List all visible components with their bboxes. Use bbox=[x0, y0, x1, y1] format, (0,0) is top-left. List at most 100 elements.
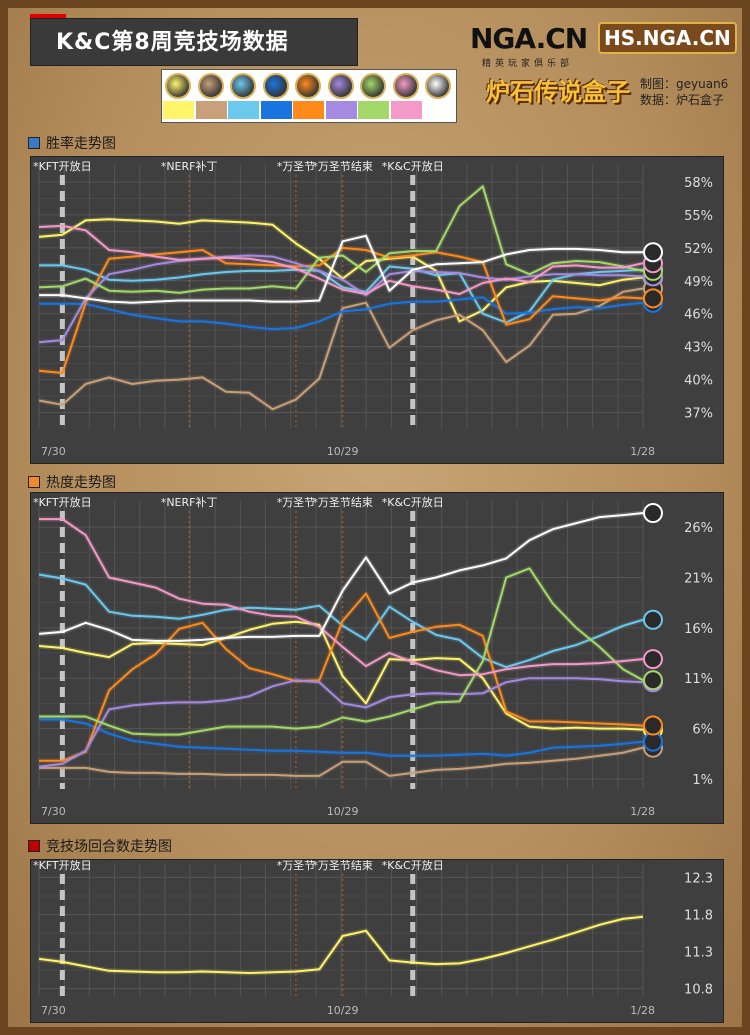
y-tick-label: 6% bbox=[692, 723, 713, 738]
priest-icon bbox=[327, 73, 354, 99]
x-tick-label: 7/30 bbox=[41, 445, 66, 458]
class-end-icon bbox=[643, 670, 663, 691]
class-end-icon bbox=[643, 242, 663, 263]
credit-source-label: 数据： bbox=[640, 93, 677, 107]
series-line bbox=[38, 185, 644, 294]
event-label: *KFT开放日 bbox=[33, 159, 92, 173]
y-tick-label: 16% bbox=[684, 622, 713, 637]
x-tick-label: 1/28 bbox=[630, 805, 655, 818]
rounds-section-title: 竞技场回合数走势图 bbox=[46, 839, 172, 855]
y-tick-label: 26% bbox=[684, 521, 713, 536]
legend-swatch bbox=[260, 101, 292, 119]
y-tick-label: 11% bbox=[684, 672, 713, 687]
series-line bbox=[38, 218, 644, 323]
class-end-icon bbox=[643, 715, 663, 736]
title-box bbox=[30, 18, 358, 66]
winrate-section-title: 胜率走势图 bbox=[46, 136, 116, 152]
series-line bbox=[38, 254, 644, 344]
class-end-icon bbox=[643, 609, 663, 630]
popularity-chart: 1% 6% 11% 16% 21% 26% 7/30 10/29 1/28 *KFT开放日 *NER… bbox=[33, 495, 713, 818]
y-tick-label: 43% bbox=[684, 341, 713, 356]
y-tick-label: 12.3 bbox=[684, 871, 713, 886]
nga-logo-subtitle: 精英玩家俱乐部 bbox=[482, 59, 574, 69]
x-tick-label: 7/30 bbox=[41, 1004, 66, 1017]
series-line bbox=[39, 718, 644, 757]
y-tick-label: 21% bbox=[684, 572, 713, 587]
y-tick-label: 58% bbox=[684, 176, 713, 191]
y-tick-label: 10.8 bbox=[684, 983, 713, 998]
rounds-chart-panel: 10.8 11.3 11.8 12.3 7/30 10/29 1/28 *KFT开放日 *万圣节… bbox=[30, 858, 724, 1023]
class-end-icon bbox=[643, 288, 663, 309]
series-line bbox=[39, 296, 644, 331]
legend-swatch bbox=[163, 101, 194, 119]
y-tick-label: 1% bbox=[692, 773, 713, 788]
legend-swatch bbox=[390, 101, 422, 119]
series-line bbox=[38, 573, 644, 669]
event-label: *KFT开放日 bbox=[33, 495, 92, 509]
class-legend bbox=[161, 69, 457, 123]
series-line bbox=[39, 264, 644, 324]
winrate-section-marker bbox=[28, 137, 40, 149]
popularity-chart-panel: 1% 6% 11% 16% 21% 26% 7/30 10/29 1/28 *KFT开放日 *NER… bbox=[30, 492, 724, 824]
legend-swatch bbox=[358, 101, 389, 119]
legend-swatch bbox=[293, 101, 324, 119]
popularity-section-marker bbox=[28, 476, 40, 488]
series-line bbox=[38, 620, 644, 731]
hearthstone-box-logo: 炉石传说盒子 bbox=[486, 78, 630, 106]
mage-icon bbox=[230, 73, 256, 99]
y-tick-label: 11.8 bbox=[684, 908, 713, 923]
series-line bbox=[38, 677, 644, 768]
x-tick-label: 10/29 bbox=[327, 1004, 359, 1017]
grid bbox=[38, 864, 644, 996]
event-label: *万圣节结束 bbox=[312, 496, 373, 509]
rogue-icon bbox=[197, 73, 224, 99]
x-tick-label: 7/30 bbox=[41, 805, 66, 818]
credits: 制图：geyuan6 数据：炉石盒子 bbox=[640, 76, 728, 108]
event-label: *KFT开放日 bbox=[33, 860, 92, 872]
warrior-icon bbox=[262, 73, 289, 99]
series-line bbox=[39, 746, 644, 777]
series-line bbox=[39, 518, 644, 677]
popularity-section-title: 热度走势图 bbox=[46, 475, 116, 491]
series-line bbox=[38, 512, 644, 642]
event-label: *K&C开放日 bbox=[382, 159, 444, 173]
series-line bbox=[39, 592, 644, 762]
x-tick-label: 10/29 bbox=[327, 445, 359, 458]
y-tick-label: 55% bbox=[684, 209, 713, 224]
event-label: *万圣节 bbox=[277, 860, 316, 872]
x-tick-label: 1/28 bbox=[630, 445, 655, 458]
event-label: *万圣节结束 bbox=[312, 860, 373, 872]
winrate-chart: 37% 40% 43% 46% 49% 52% 55% 58% 7/30 10/29 1/28 *KF… bbox=[33, 159, 713, 458]
legend-swatch bbox=[228, 101, 259, 119]
series-line bbox=[38, 246, 644, 374]
nga-logo: NGA.CN bbox=[470, 22, 588, 55]
event-label: *NERF补丁 bbox=[161, 496, 218, 509]
event-label: *K&C开放日 bbox=[382, 495, 444, 509]
rounds-chart: 10.8 11.3 11.8 12.3 7/30 10/29 1/28 *KFT开放日 *万圣节… bbox=[33, 858, 713, 1017]
winrate-chart-panel: 37% 40% 43% 46% 49% 52% 55% 58% 7/30 10/29 1/28 *KF… bbox=[30, 156, 724, 464]
series-line bbox=[39, 234, 643, 304]
event-label: *K&C开放日 bbox=[382, 860, 444, 872]
event-label: *万圣节 bbox=[277, 496, 316, 509]
y-tick-label: 46% bbox=[684, 308, 713, 323]
series-line bbox=[39, 567, 644, 736]
y-tick-label: 11.3 bbox=[684, 946, 713, 961]
class-end-icon bbox=[643, 503, 663, 524]
class-end-icon bbox=[643, 649, 663, 670]
credit-source: 炉石盒子 bbox=[676, 93, 725, 107]
credit-author: geyuan6 bbox=[676, 77, 729, 91]
legend-swatch bbox=[423, 101, 454, 119]
paladin-icon bbox=[392, 73, 419, 99]
shaman-icon bbox=[295, 73, 321, 99]
y-tick-label: 49% bbox=[684, 275, 713, 290]
event-label: *万圣节结束 bbox=[312, 160, 373, 173]
legend-swatch bbox=[325, 101, 357, 119]
hunter-icon bbox=[360, 73, 386, 99]
druid-icon bbox=[165, 73, 191, 99]
legend-swatch bbox=[195, 101, 227, 119]
series-line bbox=[38, 915, 644, 974]
y-tick-label: 37% bbox=[684, 407, 713, 422]
series-line bbox=[38, 287, 644, 411]
y-tick-label: 40% bbox=[684, 374, 713, 389]
warlock-icon bbox=[425, 73, 451, 99]
